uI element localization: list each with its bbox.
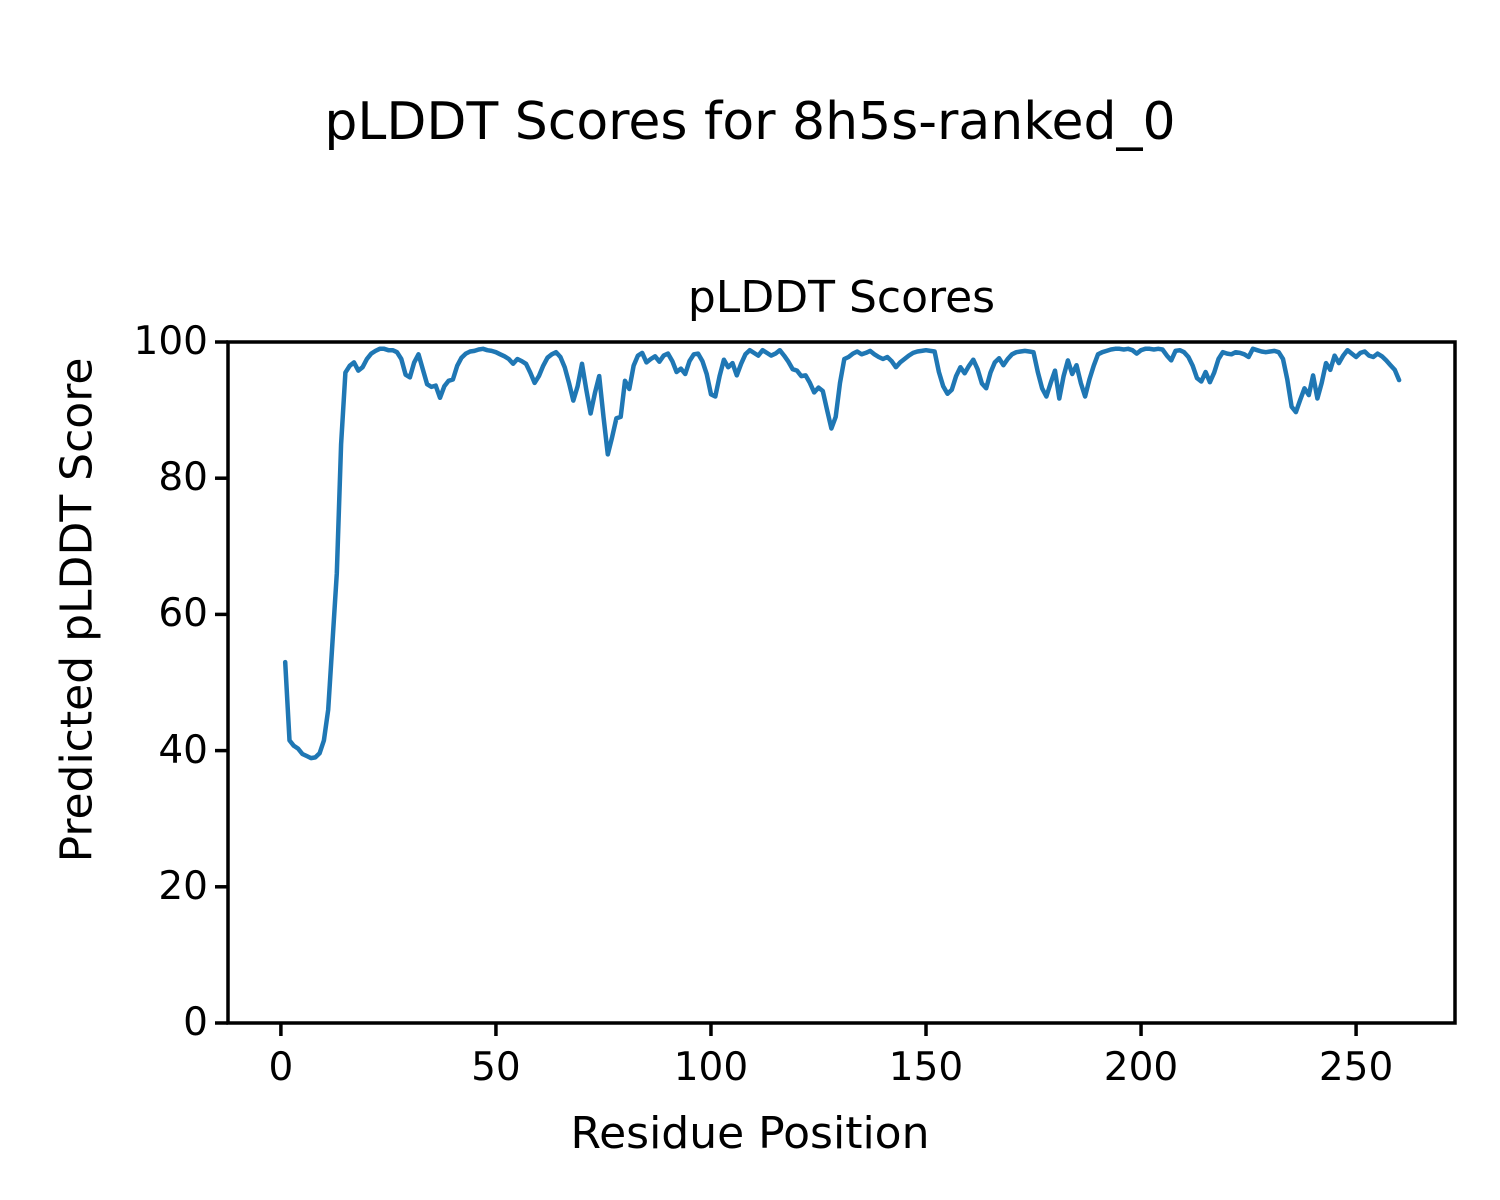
y-tick-label: 80 — [158, 455, 208, 501]
axes-title: pLDDT Scores — [687, 272, 996, 323]
x-tick-label: 250 — [1318, 1045, 1394, 1090]
axes-spines — [226, 340, 1457, 1025]
y-tick-label: 60 — [158, 591, 208, 637]
x-axis-label: Residue Position — [570, 1108, 930, 1159]
x-tick-label: 200 — [1103, 1045, 1179, 1090]
plddt-line — [282, 346, 1402, 761]
x-tick-label: 0 — [268, 1045, 294, 1090]
y-tick-label: 0 — [183, 1000, 208, 1045]
x-tick-label: 150 — [888, 1045, 964, 1090]
y-tick-label: 100 — [133, 319, 208, 364]
x-tick-label: 100 — [673, 1045, 749, 1090]
y-tick-label: 20 — [158, 863, 208, 909]
y-tick-label: 40 — [158, 727, 208, 773]
y-axis-label: Predicted pLDDT Score — [51, 357, 103, 863]
figure-suptitle: pLDDT Scores for 8h5s-ranked_0 — [324, 92, 1176, 152]
x-tick-label: 50 — [471, 1045, 521, 1090]
